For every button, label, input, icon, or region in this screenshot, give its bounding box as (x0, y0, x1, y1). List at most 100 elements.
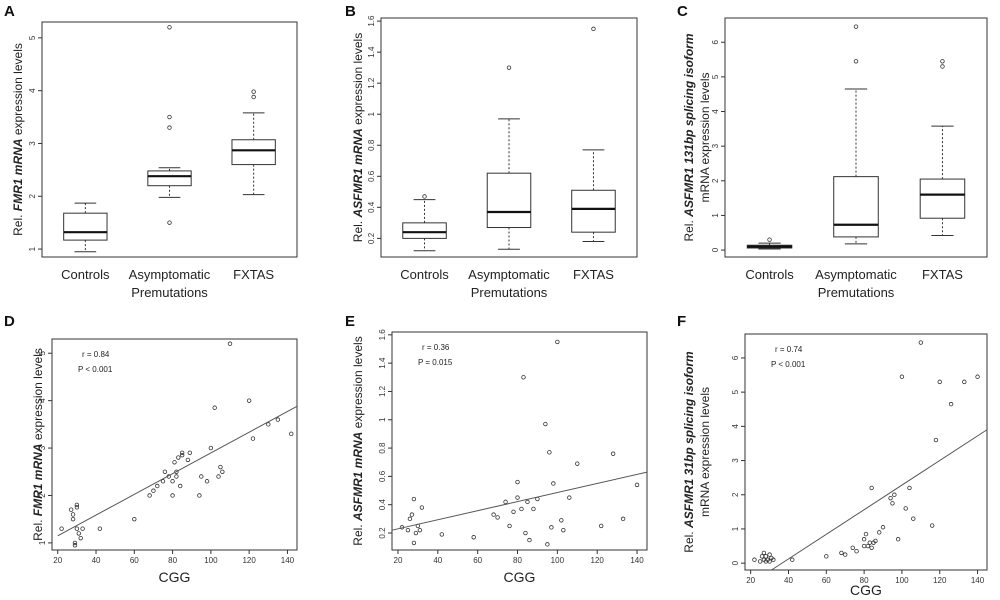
data-point (918, 340, 924, 345)
y-axis-label: Rel. ASFMR1 mRNA expression levels (351, 33, 365, 242)
x-tick-label: 140 (971, 576, 985, 585)
data-point (417, 527, 423, 533)
x-tick-label: 140 (281, 556, 295, 565)
y-label-gene: ASFMR1 mRNA (351, 432, 365, 522)
data-point (890, 501, 895, 506)
data-point (525, 499, 530, 505)
data-point (170, 493, 175, 498)
category-label: Asymptomatic (815, 267, 897, 282)
data-point (790, 557, 795, 562)
y-axis-label-line2: mRNA expression levels (698, 387, 712, 517)
y-label-prefix: Rel. (351, 521, 365, 546)
category-label-line2: Premutations (131, 285, 208, 300)
y-tick-label: 3 (38, 445, 47, 450)
scatter-points (752, 340, 980, 564)
data-point (78, 535, 83, 541)
y-tick-label: 2 (38, 493, 47, 498)
panel-letter: A (4, 3, 15, 20)
y-tick-label: 5 (38, 350, 47, 355)
outlier-point (591, 26, 596, 32)
correlation-r: r = 0.84 (82, 350, 110, 359)
y-label-prefix: Rel. (31, 516, 45, 541)
p-value: P = 0.015 (418, 358, 453, 367)
x-tick-label: 80 (860, 576, 869, 585)
x-tick-label: 20 (394, 556, 403, 565)
data-point (911, 516, 916, 521)
data-point (761, 550, 767, 556)
data-point (555, 339, 560, 345)
y-tick-label: 2 (731, 492, 740, 497)
outlier-point (853, 24, 859, 29)
panel-f: F 0 1 2 3 4 5 6 Rel. ASFMR1 31bp splicing isofor… (677, 313, 988, 598)
y-tick-label: 3 (711, 143, 720, 148)
data-point (170, 479, 175, 484)
data-point (439, 532, 445, 537)
data-point (865, 543, 871, 549)
data-point (204, 479, 210, 484)
data-point (763, 554, 768, 559)
x-tick-label: 20 (53, 556, 62, 565)
data-point (250, 436, 256, 441)
x-tick-label: 100 (895, 576, 909, 585)
data-point (543, 421, 548, 427)
data-point (824, 554, 829, 559)
y-tick-label: 4 (28, 88, 37, 93)
x-tick-label: 40 (784, 576, 793, 585)
y-tick-label: 0.6 (378, 470, 387, 482)
plot-frame (744, 333, 988, 571)
data-point (877, 530, 882, 535)
y-label-prefix: Rel. (11, 211, 25, 236)
data-point (74, 505, 80, 510)
y-tick-label: 4 (38, 398, 47, 403)
correlation-r: r = 0.74 (775, 345, 803, 354)
plot-frame (391, 331, 648, 551)
p-value: P < 0.001 (78, 365, 113, 374)
x-tick-label: 60 (822, 576, 831, 585)
data-point (771, 557, 776, 562)
data-point (929, 523, 935, 528)
data-point (567, 495, 572, 500)
data-point (843, 552, 848, 557)
y-tick-label: 1 (28, 246, 37, 251)
data-point (275, 417, 281, 422)
y-tick-label: 5 (28, 35, 37, 40)
data-point (899, 374, 905, 379)
y-tick-label: 1.6 (378, 329, 387, 341)
correlation-r: r = 0.36 (422, 343, 450, 352)
panel-letter: D (4, 313, 15, 330)
data-point (405, 527, 411, 533)
data-point (68, 507, 74, 512)
data-point (503, 499, 508, 505)
data-point (174, 474, 179, 479)
data-point (962, 379, 967, 385)
panel-letter: F (677, 313, 686, 330)
y-label-prefix: Rel. (682, 217, 696, 242)
y-tick-label: 0.8 (367, 139, 376, 151)
data-point (197, 493, 202, 498)
data-point (759, 554, 765, 559)
iqr-box (231, 139, 276, 166)
data-point (527, 537, 532, 543)
data-point (413, 530, 419, 536)
y-tick-label: 1 (731, 526, 740, 531)
data-point (59, 526, 64, 531)
data-point (948, 401, 954, 407)
y-tick-label: 1.4 (378, 357, 387, 369)
x-tick-label: 140 (630, 556, 644, 565)
data-point (507, 523, 512, 529)
y-tick-label: 1 (367, 111, 376, 116)
category-label: FXTAS (233, 267, 274, 282)
data-point (892, 492, 897, 497)
data-point (419, 505, 425, 510)
outlier-point (251, 94, 256, 100)
y-tick-label: 6 (731, 355, 740, 360)
data-point (895, 537, 901, 542)
data-point (151, 488, 156, 493)
data-point (199, 474, 204, 479)
x-tick-label: 40 (433, 556, 442, 565)
data-point (495, 515, 500, 520)
y-axis-label: Rel. FMR1 mRNA expression levels (31, 348, 45, 541)
outlier-point (940, 64, 945, 69)
y-axis-label: Rel. FMR1 mRNA expression levels (11, 43, 25, 236)
iqr-box (571, 189, 616, 233)
